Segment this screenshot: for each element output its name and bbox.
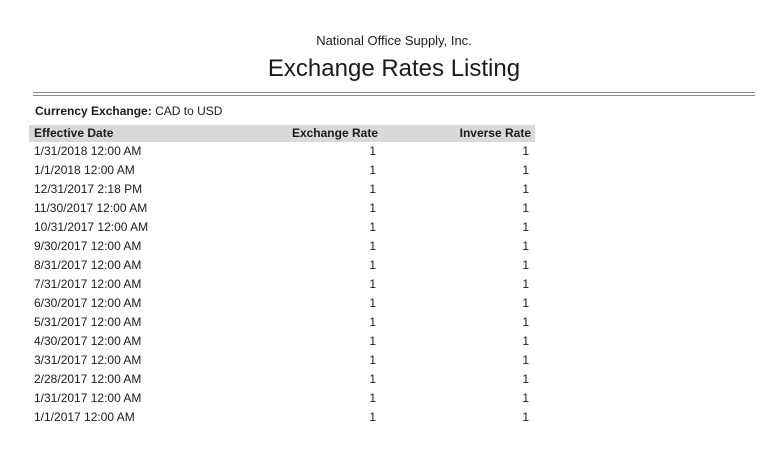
effective-date-cell: 2/28/2017 12:00 AM bbox=[34, 372, 142, 386]
column-header-effective-date: Effective Date bbox=[29, 125, 254, 142]
effective-date-cell: 12/31/2017 2:18 PM bbox=[34, 182, 143, 196]
inverse-rate-cell: 1 bbox=[522, 258, 529, 272]
table-row: 1/31/2017 12:00 AM 1 1 bbox=[29, 389, 535, 408]
table-row: 11/30/2017 12:00 AM 1 1 bbox=[29, 199, 535, 218]
effective-date-cell: 1/31/2017 12:00 AM bbox=[34, 391, 142, 405]
currency-exchange-value: CAD to USD bbox=[155, 104, 223, 118]
page-title: Exchange Rates Listing bbox=[267, 55, 521, 82]
exchange-rate-cell: 1 bbox=[369, 315, 376, 329]
inverse-rate-cell: 1 bbox=[522, 353, 529, 367]
inverse-rate-cell: 1 bbox=[522, 296, 529, 310]
exchange-rate-cell: 1 bbox=[369, 163, 376, 177]
effective-date-cell: 1/1/2017 12:00 AM bbox=[34, 410, 135, 424]
exchange-rate-cell: 1 bbox=[369, 372, 376, 386]
exchange-rate-cell: 1 bbox=[369, 410, 376, 424]
exchange-rate-cell: 1 bbox=[369, 220, 376, 234]
inverse-rate-cell: 1 bbox=[522, 391, 529, 405]
column-header-exchange-rate: Exchange Rate bbox=[254, 125, 382, 142]
table-row: 2/28/2017 12:00 AM 1 1 bbox=[29, 370, 535, 389]
exchange-rate-cell: 1 bbox=[369, 258, 376, 272]
inverse-rate-cell: 1 bbox=[522, 372, 529, 386]
exchange-rate-cell: 1 bbox=[369, 277, 376, 291]
table-row: 1/31/2018 12:00 AM 1 1 bbox=[29, 142, 535, 161]
effective-date-cell: 9/30/2017 12:00 AM bbox=[34, 239, 142, 253]
column-header-inverse-rate: Inverse Rate bbox=[382, 125, 535, 142]
inverse-rate-cell: 1 bbox=[522, 144, 529, 158]
table-row: 4/30/2017 12:00 AM 1 1 bbox=[29, 332, 535, 351]
inverse-rate-cell: 1 bbox=[522, 334, 529, 348]
table-row: 8/31/2017 12:00 AM 1 1 bbox=[29, 256, 535, 275]
table-row: 1/1/2017 12:00 AM 1 1 bbox=[29, 408, 535, 427]
effective-date-cell: 4/30/2017 12:00 AM bbox=[34, 334, 142, 348]
effective-date-cell: 8/31/2017 12:00 AM bbox=[34, 258, 142, 272]
exchange-rate-cell: 1 bbox=[369, 391, 376, 405]
report-header: National Office Supply, Inc. Exchange Ra… bbox=[33, 0, 755, 83]
effective-date-cell: 5/31/2017 12:00 AM bbox=[34, 315, 142, 329]
table-row: 6/30/2017 12:00 AM 1 1 bbox=[29, 294, 535, 313]
exchange-rate-cell: 1 bbox=[369, 296, 376, 310]
inverse-rate-cell: 1 bbox=[522, 315, 529, 329]
inverse-rate-cell: 1 bbox=[522, 239, 529, 253]
exchange-rate-cell: 1 bbox=[369, 144, 376, 158]
exchange-rate-cell: 1 bbox=[369, 334, 376, 348]
exchange-rates-table: Effective Date Exchange Rate Inverse Rat… bbox=[29, 125, 535, 427]
table-body: 1/31/2018 12:00 AM 1 1 1/1/2018 12:00 AM 1 1 1… bbox=[29, 142, 535, 427]
exchange-rate-cell: 1 bbox=[369, 353, 376, 367]
effective-date-cell: 11/30/2017 12:00 AM bbox=[34, 201, 148, 215]
currency-exchange-line: Currency Exchange: CAD to USD bbox=[35, 104, 777, 119]
currency-exchange-label: Currency Exchange: bbox=[35, 104, 152, 118]
table-row: 7/31/2017 12:00 AM 1 1 bbox=[29, 275, 535, 294]
header-divider bbox=[33, 92, 755, 96]
table-header-row: Effective Date Exchange Rate Inverse Rat… bbox=[29, 125, 535, 142]
exchange-rate-cell: 1 bbox=[369, 239, 376, 253]
table-row: 3/31/2017 12:00 AM 1 1 bbox=[29, 351, 535, 370]
table-row: 5/31/2017 12:00 AM 1 1 bbox=[29, 313, 535, 332]
exchange-rate-cell: 1 bbox=[369, 201, 376, 215]
inverse-rate-cell: 1 bbox=[522, 277, 529, 291]
table-row: 10/31/2017 12:00 AM 1 1 bbox=[29, 218, 535, 237]
inverse-rate-cell: 1 bbox=[522, 410, 529, 424]
table-row: 9/30/2017 12:00 AM 1 1 bbox=[29, 237, 535, 256]
effective-date-cell: 1/1/2018 12:00 AM bbox=[34, 163, 135, 177]
table-row: 12/31/2017 2:18 PM 1 1 bbox=[29, 180, 535, 199]
effective-date-cell: 6/30/2017 12:00 AM bbox=[34, 296, 142, 310]
table-row: 1/1/2018 12:00 AM 1 1 bbox=[29, 161, 535, 180]
inverse-rate-cell: 1 bbox=[522, 182, 529, 196]
effective-date-cell: 7/31/2017 12:00 AM bbox=[34, 277, 142, 291]
inverse-rate-cell: 1 bbox=[522, 220, 529, 234]
effective-date-cell: 10/31/2017 12:00 AM bbox=[34, 220, 149, 234]
exchange-rate-cell: 1 bbox=[369, 182, 376, 196]
company-name: National Office Supply, Inc. bbox=[316, 33, 472, 48]
effective-date-cell: 1/31/2018 12:00 AM bbox=[34, 144, 142, 158]
inverse-rate-cell: 1 bbox=[522, 201, 529, 215]
effective-date-cell: 3/31/2017 12:00 AM bbox=[34, 353, 142, 367]
inverse-rate-cell: 1 bbox=[522, 163, 529, 177]
